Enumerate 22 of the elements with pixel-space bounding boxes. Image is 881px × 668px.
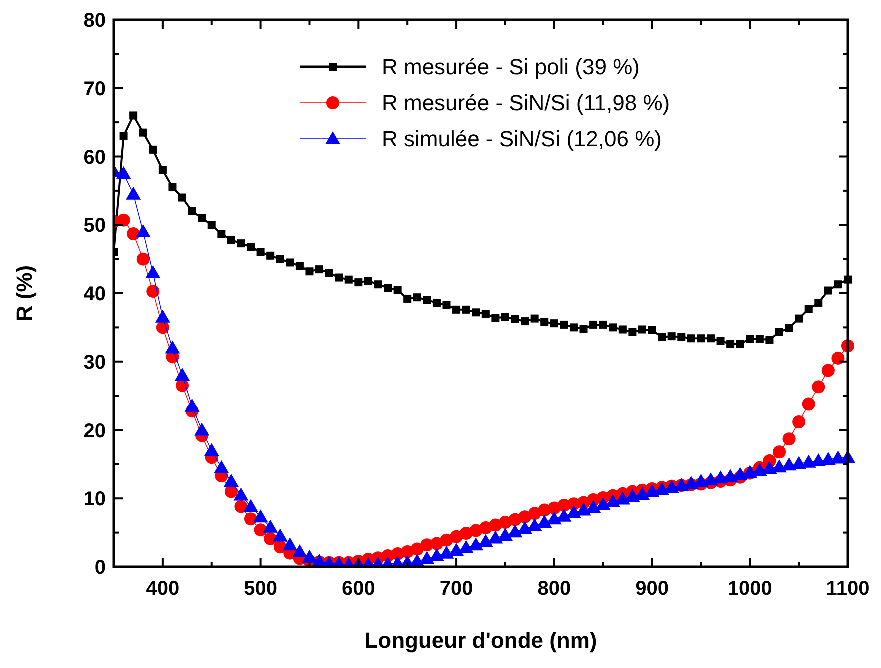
- y-tick-label: 80: [84, 10, 106, 32]
- legend-label: R mesurée - SiN/Si (11,98 %): [382, 90, 670, 116]
- y-tick-label: 0: [94, 557, 106, 579]
- x-tick-label: 900: [636, 578, 669, 600]
- y-tick-label: 60: [84, 146, 106, 169]
- x-tick-label: 1100: [826, 578, 870, 600]
- y-tick-label: 20: [84, 420, 106, 442]
- y-tick-label: 70: [84, 78, 106, 100]
- y-tick-label: 30: [84, 352, 106, 374]
- y-tick-label: 50: [84, 215, 106, 238]
- x-tick-label: 600: [342, 578, 376, 600]
- y-tick-label: 10: [84, 488, 106, 511]
- x-tick-label: 800: [538, 578, 572, 600]
- x-tick-label: 700: [440, 578, 474, 600]
- x-tick-label: 500: [244, 578, 278, 600]
- y-axis-title: R (%): [12, 265, 37, 322]
- legend-label: R simulée - SiN/Si (12,06 %): [382, 126, 662, 152]
- y-tick-label: 40: [84, 284, 106, 306]
- x-tick-label: 1000: [728, 578, 772, 600]
- legend-label: R mesurée - Si poli (39 %): [382, 54, 640, 80]
- x-axis-title: Longueur d'onde (nm): [364, 628, 598, 653]
- x-tick-label: 400: [146, 578, 180, 600]
